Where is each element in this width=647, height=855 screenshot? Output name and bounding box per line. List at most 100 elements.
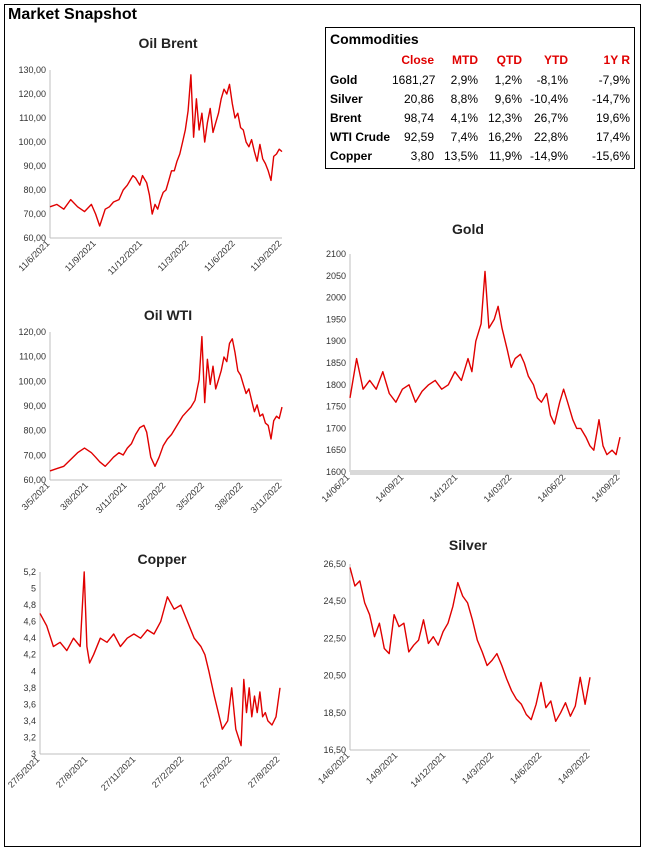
x-tick-label: 14/12/2021 xyxy=(408,750,447,789)
y-tick-label: 90,00 xyxy=(23,161,46,171)
table-row: Silver 20,86 8,8% 9,6% -10,4% -14,7% xyxy=(326,92,634,111)
row-cell: -14,9% xyxy=(529,149,568,163)
row-cell: -7,9% xyxy=(598,73,630,87)
chart-title: Silver xyxy=(449,537,488,553)
x-tick-label: 14/06/21 xyxy=(320,472,352,504)
y-tick-label: 1750 xyxy=(326,402,346,412)
table-header-row: Close MTD QTD YTD 1Y R xyxy=(326,53,634,71)
y-tick-label: 4,8 xyxy=(23,600,36,610)
row-cell: 9,6% xyxy=(494,92,522,106)
y-tick-label: 1700 xyxy=(326,423,346,433)
row-cell: 7,4% xyxy=(450,130,478,144)
table-row: Copper 3,80 13,5% 11,9% -14,9% -15,6% xyxy=(326,149,634,168)
y-tick-label: 26,50 xyxy=(323,559,346,569)
x-tick-label: 14/3/2022 xyxy=(460,750,495,785)
chart-copper: Copper 3 3,2 3,4 3,6 3,8 4 4,2 4,4 4,6 4,8 5 5,2 27/5… xyxy=(6,551,300,793)
y-tick-label: 4,2 xyxy=(23,650,36,660)
row-cell: -10,4% xyxy=(529,92,568,106)
row-cell: 22,8% xyxy=(533,130,568,144)
x-tick-label: 3/2/2022 xyxy=(136,480,168,512)
chart-title: Oil WTI xyxy=(144,307,192,323)
row-cell: 1,2% xyxy=(494,73,522,87)
row-cell: 4,1% xyxy=(450,111,478,125)
table-row: Brent 98,74 4,1% 12,3% 26,7% 19,6% xyxy=(326,111,634,130)
y-tick-label: 4,6 xyxy=(23,617,36,627)
y-tick-label: 120,00 xyxy=(18,327,46,337)
baseline-band xyxy=(350,470,620,475)
y-tick-label: 100,00 xyxy=(18,376,46,386)
series-line xyxy=(349,567,591,723)
y-tick-label: 4,4 xyxy=(23,633,36,643)
x-tick-label: 14/06/22 xyxy=(536,472,568,504)
y-tick-label: 1950 xyxy=(326,314,346,324)
chart-title: Copper xyxy=(138,551,188,567)
row-cell: -8,1% xyxy=(536,73,568,87)
x-tick-label: 14/9/2022 xyxy=(556,750,591,785)
row-cell: 92,59 xyxy=(403,130,434,144)
x-tick-label: 14/03/22 xyxy=(482,472,514,504)
page-title: Market Snapshot xyxy=(8,6,137,23)
y-tick-label: 110,00 xyxy=(19,352,46,362)
chart-svg: Oil WTI 60,00 70,00 80,00 90,00 100,00 110,00 1… xyxy=(18,307,284,515)
y-tick-label: 22,50 xyxy=(323,633,346,643)
y-tick-label: 1900 xyxy=(326,336,346,346)
series-line xyxy=(39,571,281,747)
chart-silver: Silver 16,50 18,50 20,50 22,50 24,50 26,50 14/6… xyxy=(316,537,628,808)
x-tick-label: 3/8/2022 xyxy=(213,480,245,512)
y-tick-label: 60,00 xyxy=(23,475,46,485)
x-tick-label: 14/09/21 xyxy=(374,472,406,504)
row-cell: 26,7% xyxy=(533,111,568,125)
y-tick-label: 3,6 xyxy=(23,699,36,709)
y-tick-label: 2000 xyxy=(326,293,346,303)
x-tick-label: 11/9/2022 xyxy=(249,238,284,273)
x-tick-label: 14/12/21 xyxy=(428,472,460,504)
x-tick-label: 3/8/2021 xyxy=(58,480,90,512)
x-tick-label: 3/11/2021 xyxy=(94,480,129,515)
table-row: WTI Crude 92,59 7,4% 16,2% 22,8% 17,4% xyxy=(326,130,634,149)
header-ytd: YTD xyxy=(544,53,568,67)
row-cell: 11,9% xyxy=(488,149,522,163)
chart-title: Gold xyxy=(452,221,484,237)
chart-oil-wti: Oil WTI 60,00 70,00 80,00 90,00 100,00 110,00 1… xyxy=(10,306,300,546)
x-tick-label: 3/11/2022 xyxy=(249,480,284,515)
y-tick-label: 2050 xyxy=(326,271,346,281)
table-title: Commodities xyxy=(330,31,419,47)
row-cell: -15,6% xyxy=(591,149,630,163)
x-tick-label: 27/8/2022 xyxy=(246,754,281,789)
y-tick-label: 4 xyxy=(31,666,36,676)
series-line xyxy=(49,335,283,472)
chart-svg: Silver 16,50 18,50 20,50 22,50 24,50 26,50 14/6… xyxy=(316,537,591,789)
y-tick-label: 80,00 xyxy=(23,426,46,436)
y-tick-label: 3,2 xyxy=(23,732,36,742)
header-close: Close xyxy=(401,53,434,67)
row-cell: 2,9% xyxy=(450,73,478,87)
row-cell: 13,5% xyxy=(443,149,478,163)
y-tick-label: 1850 xyxy=(326,358,346,368)
x-tick-label: 27/11/2021 xyxy=(99,754,137,792)
y-tick-label: 3 xyxy=(31,749,36,759)
y-tick-label: 100,00 xyxy=(18,137,46,147)
x-tick-label: 14/9/2021 xyxy=(364,750,399,785)
y-tick-label: 1600 xyxy=(326,467,346,477)
row-cell: 98,74 xyxy=(403,111,434,125)
row-cell: 20,86 xyxy=(403,92,434,106)
x-tick-label: 14/6/2022 xyxy=(508,750,543,785)
row-name: Gold xyxy=(330,73,358,87)
y-tick-label: 18,50 xyxy=(323,708,346,718)
x-tick-label: 11/6/2021 xyxy=(17,238,52,273)
x-tick-label: 11/6/2022 xyxy=(202,238,237,273)
x-tick-label: 3/5/2022 xyxy=(174,480,206,512)
header-qtd: QTD xyxy=(496,53,522,67)
header-1yr: 1Y R xyxy=(603,53,630,67)
commodities-table: Commodities Close MTD QTD YTD 1Y R Gold 1… xyxy=(325,27,635,169)
y-tick-label: 5,2 xyxy=(23,567,36,577)
x-tick-label: 27/5/2022 xyxy=(198,754,233,789)
y-tick-label: 70,00 xyxy=(23,450,46,460)
y-tick-label: 90,00 xyxy=(23,401,46,411)
x-tick-label: 27/5/2021 xyxy=(6,754,41,789)
chart-gold: Gold 1600 1650 1700 1750 1800 1850 1900 1950 2000… xyxy=(318,220,628,520)
x-tick-label: 11/12/2021 xyxy=(106,238,144,276)
y-tick-label: 5 xyxy=(31,584,36,594)
chart-svg: Gold 1600 1650 1700 1750 1800 1850 1900 1950 2000… xyxy=(320,221,622,504)
table-row: Gold 1681,27 2,9% 1,2% -8,1% -7,9% xyxy=(326,73,634,92)
